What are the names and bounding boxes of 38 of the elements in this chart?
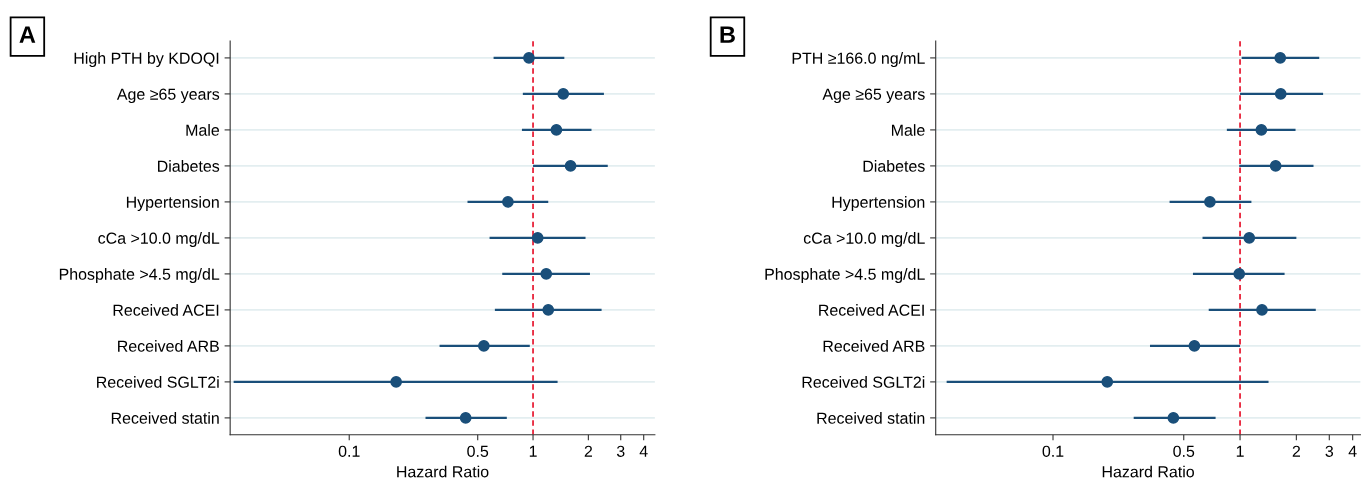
x-tick-label: 0.5: [1173, 445, 1195, 457]
y-tick-label: Male: [186, 124, 220, 136]
y-tick-label: Age ≥65 years: [116, 88, 220, 104]
x-tick-label: 0.1: [338, 445, 360, 457]
y-tick-label: Received SGLT2i: [802, 376, 925, 388]
y-tick-label: cCa >10.0 mg/dL: [98, 232, 220, 247]
x-tick-label: 2: [1292, 445, 1300, 457]
x-tick-label: 4: [639, 445, 648, 457]
text: A: [19, 26, 36, 43]
y-tick-label: Received statin: [817, 412, 925, 424]
y-tick-label: Diabetes: [158, 160, 220, 172]
y-tick-label: Hypertension: [832, 196, 925, 211]
y-tick-label: Diabetes: [863, 160, 925, 172]
x-axis-title: Hazard Ratio: [397, 465, 489, 478]
x-tick-label: 3: [616, 445, 625, 457]
y-tick-label: Phosphate >4.5 mg/dL: [765, 268, 925, 283]
y-tick-label: PTH ≥166.0 ng/mL: [792, 52, 925, 68]
y-tick-label: Received SGLT2i: [97, 376, 219, 388]
y-tick-label: cCa >10.0 mg/dL: [803, 232, 925, 247]
y-tick-label: Received ACEI: [819, 304, 924, 316]
y-tick-label: Phosphate >4.5 mg/dL: [59, 268, 220, 283]
x-tick-label: 2: [584, 445, 593, 457]
y-tick-label: Received ARB: [118, 340, 219, 352]
y-tick-label: Hypertension: [126, 196, 219, 211]
y-tick-label: Age ≥65 years: [822, 88, 925, 104]
text: B: [720, 26, 735, 43]
x-tick-label: 4: [1348, 445, 1357, 457]
y-tick-label: Received statin: [111, 412, 219, 424]
x-tick-label: 3: [1325, 445, 1334, 457]
x-tick-label: 1: [1236, 445, 1244, 457]
x-tick-label: 1: [529, 445, 537, 457]
x-axis-title: Hazard Ratio: [1102, 465, 1194, 478]
y-tick-label: Received ACEI: [113, 304, 219, 316]
x-tick-label: 0.5: [467, 445, 489, 457]
y-tick-label: Received ARB: [823, 340, 925, 352]
x-tick-label: 0.1: [1042, 445, 1064, 457]
y-tick-label: Male: [891, 124, 925, 136]
y-tick-label: High PTH by KDOQI: [74, 52, 219, 68]
